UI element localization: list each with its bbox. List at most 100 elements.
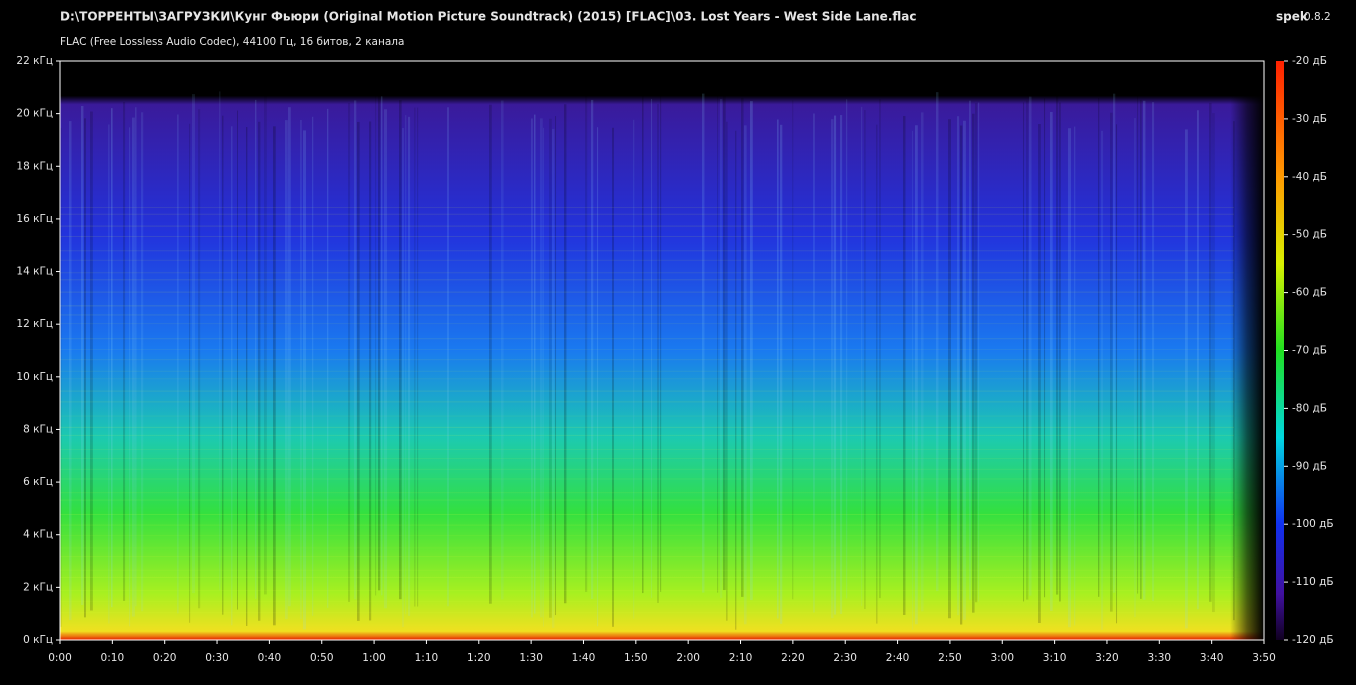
spectrogram-texture — [876, 124, 878, 624]
spectrogram-texture — [414, 107, 416, 607]
x-tick-label: 1:40 — [572, 652, 596, 664]
spectrogram-texture — [60, 524, 1234, 526]
spectrogram-texture — [60, 468, 1234, 470]
spectrogram-texture — [1101, 130, 1104, 630]
spectrogram-texture — [357, 121, 360, 621]
spectrogram-texture — [60, 569, 1234, 571]
spectrogram-texture — [60, 206, 1234, 208]
spectrogram-texture — [1185, 129, 1188, 629]
spectrogram-texture — [642, 94, 644, 594]
spectrogram-texture — [60, 514, 1234, 516]
colorbar-tick-label: -50 дБ — [1292, 229, 1327, 241]
spectrogram-texture — [1068, 128, 1071, 628]
spectrogram-texture — [84, 118, 86, 618]
spectrogram-texture — [741, 97, 744, 597]
spectrogram-texture — [717, 93, 719, 593]
colorbar-tick-label: -20 дБ — [1292, 55, 1327, 67]
x-tick-label: 2:00 — [676, 652, 700, 664]
spectrogram-texture — [1044, 98, 1046, 598]
spectrogram-texture — [726, 121, 728, 621]
spectrogram-texture — [936, 92, 939, 592]
spectrogram-texture — [1074, 126, 1076, 626]
spectrogram-texture — [369, 121, 372, 621]
y-tick-label: 18 кГц — [16, 160, 53, 172]
y-tick-label: 16 кГц — [16, 213, 53, 225]
spectrogram-texture — [417, 107, 419, 607]
spectrogram-texture — [915, 125, 918, 625]
spectrogram-texture — [60, 478, 1234, 480]
spectrogram-texture — [381, 96, 383, 596]
spectrogram-texture — [60, 359, 1234, 361]
app-version: 0.8.2 — [1304, 11, 1331, 23]
spectrogram-texture — [777, 119, 779, 619]
spectrogram-texture — [258, 121, 261, 621]
colorbar — [1276, 61, 1284, 640]
spectrogram-texture — [1059, 102, 1061, 602]
spectrogram-texture — [912, 130, 914, 630]
spectrogram-texture — [60, 612, 1234, 614]
spectrogram-texture — [300, 120, 302, 620]
colorbar-tick-label: -40 дБ — [1292, 171, 1327, 183]
spectrogram-texture — [1209, 102, 1212, 602]
spectrogram-texture — [255, 99, 257, 599]
spectrogram-texture — [750, 101, 753, 601]
spectrogram-texture — [60, 576, 1234, 578]
x-tick-label: 2:40 — [886, 652, 910, 664]
x-tick-label: 2:10 — [729, 652, 753, 664]
spectrogram — [60, 61, 1264, 640]
spectrogram-texture — [303, 130, 306, 630]
spectrogram-texture — [60, 547, 1234, 549]
spectrogram-texture — [312, 116, 314, 616]
spectrogram-texture — [60, 499, 1234, 501]
spectrogram-texture — [720, 99, 723, 599]
spectrogram-texture — [1140, 99, 1142, 599]
colorbar-tick-label: -30 дБ — [1292, 113, 1327, 125]
spectrogram-texture — [543, 127, 545, 627]
spectrogram-texture — [831, 119, 834, 619]
spectrogram-texture — [60, 314, 1234, 316]
spectrogram-texture — [60, 426, 1234, 428]
spectrogram-texture — [1056, 95, 1059, 595]
y-tick-label: 22 кГц — [16, 55, 53, 67]
spectrogram-texture — [219, 91, 221, 591]
spectrogram-texture — [177, 114, 179, 614]
spectrogram-texture — [60, 279, 1234, 281]
spectrogram-texture — [129, 127, 131, 627]
spectrogram-texture — [354, 100, 357, 600]
spectrogram-texture — [864, 110, 866, 610]
spectrogram-texture — [108, 124, 110, 624]
spectrogram-texture — [60, 213, 1234, 215]
spectrogram-texture — [237, 110, 239, 610]
x-tick-label: 3:30 — [1148, 652, 1172, 664]
spectrogram-texture — [402, 128, 405, 628]
spectrogram-texture — [111, 108, 113, 608]
spectrogram-texture — [222, 115, 224, 615]
app-name: spek — [1276, 10, 1309, 24]
colorbar-tick-label: -80 дБ — [1292, 402, 1327, 414]
spectrogram-texture — [1098, 97, 1100, 597]
spectrogram-fade — [1230, 61, 1264, 640]
spectrogram-texture — [846, 99, 848, 599]
spectrogram-texture — [1134, 118, 1136, 618]
x-tick-label: 1:00 — [362, 652, 386, 664]
x-tick-label: 1:10 — [415, 652, 439, 664]
x-tick-label: 1:20 — [467, 652, 491, 664]
spectrogram-texture — [957, 116, 960, 616]
spectrogram-texture — [60, 127, 62, 627]
spectrogram-texture — [60, 272, 1234, 274]
spectrogram-texture — [633, 119, 635, 619]
y-tick-label: 14 кГц — [16, 266, 53, 278]
spectrogram-texture — [60, 448, 1234, 450]
x-tick-label: 1:30 — [519, 652, 543, 664]
spectrogram-texture — [657, 103, 659, 603]
spectrogram-texture — [552, 128, 555, 628]
plot-area — [60, 61, 1264, 640]
spectrogram-texture — [921, 112, 924, 612]
x-tick-label: 3:00 — [990, 652, 1014, 664]
spectrogram-texture — [1143, 100, 1146, 600]
spectrogram-texture — [60, 492, 1234, 494]
colorbar-tick-label: -90 дБ — [1292, 460, 1327, 472]
spectrogram-texture — [60, 590, 1234, 592]
x-tick-label: 0:20 — [153, 652, 177, 664]
spectrogram-texture — [534, 114, 536, 614]
